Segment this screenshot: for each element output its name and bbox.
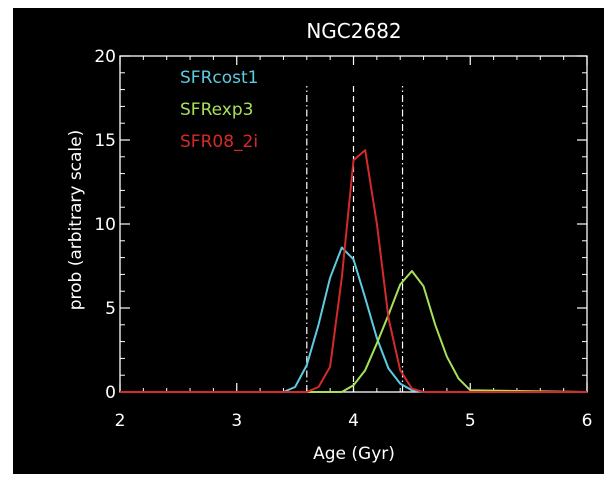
reference-lines <box>306 86 404 392</box>
y-tick-label: 20 <box>94 47 116 67</box>
series-line <box>120 246 587 393</box>
legend-entry: SFRexp3 <box>180 100 253 120</box>
y-tick-label: 5 <box>105 299 116 319</box>
series-line <box>120 270 588 393</box>
x-tick-label: 6 <box>582 411 593 431</box>
series-line <box>120 149 587 393</box>
x-tick-label: 4 <box>348 411 359 431</box>
y-axis-label: prob (arbitrary scale) <box>66 130 86 311</box>
legend: SFRcost1 SFRexp3 SFR08_2i <box>180 68 258 152</box>
y-tick-label: 15 <box>94 131 116 151</box>
x-tick-label: 2 <box>115 411 126 431</box>
legend-entry: SFRcost1 <box>180 68 258 88</box>
x-axis-label: Age (Gyr) <box>313 444 395 464</box>
series-lines <box>120 149 588 393</box>
x-tick-label: 5 <box>465 411 476 431</box>
y-tick-label: 0 <box>105 383 116 403</box>
chart-title: NGC2682 <box>306 19 401 43</box>
legend-entry: SFR08_2i <box>180 132 258 152</box>
x-tick-label: 3 <box>231 411 242 431</box>
plot-background <box>13 8 604 474</box>
y-tick-label: 10 <box>94 215 116 235</box>
axes: 2 3 4 5 6 0 5 10 15 20 <box>94 47 592 431</box>
